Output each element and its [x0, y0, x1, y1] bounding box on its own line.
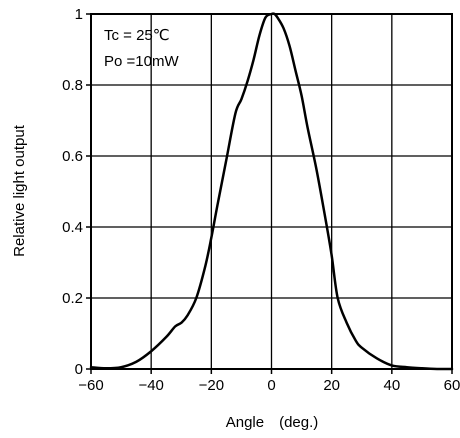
y-tick-label: 0.2 — [62, 290, 83, 307]
grid — [91, 14, 452, 369]
x-axis-label: Angle (deg.) — [226, 414, 319, 431]
y-tick-label: 0.8 — [62, 77, 83, 94]
tick-labels: −60 −40 −20 0 20 40 60 0 0.2 0.4 0.6 0.8 1 — [62, 6, 460, 394]
x-tick-label: 60 — [444, 377, 460, 394]
x-tick-label: 20 — [323, 377, 340, 394]
x-tick-label: 0 — [267, 377, 275, 394]
x-tick-label: −40 — [138, 377, 163, 394]
annotation-power: Po =10mW — [104, 53, 179, 70]
y-tick-label: 0.4 — [62, 219, 83, 236]
x-tick-label: 40 — [383, 377, 400, 394]
x-tick-label: −20 — [199, 377, 224, 394]
y-tick-label: 0.6 — [62, 148, 83, 165]
y-tick-label: 1 — [75, 6, 83, 23]
x-tick-label: −60 — [78, 377, 103, 394]
y-axis-label: Relative light output — [11, 124, 28, 257]
series-line — [89, 12, 454, 371]
y-tick-label: 0 — [75, 361, 83, 378]
annotation-temperature: Tc = 25℃ — [104, 27, 170, 44]
